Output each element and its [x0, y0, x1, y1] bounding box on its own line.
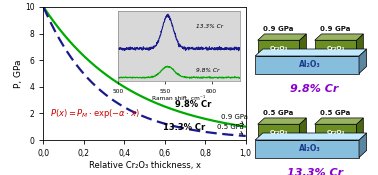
Text: 9.8% Cr: 9.8% Cr [291, 84, 339, 94]
Text: 0.5 GPa: 0.5 GPa [321, 110, 351, 116]
Text: 9.8% Cr: 9.8% Cr [175, 100, 211, 110]
Polygon shape [359, 133, 367, 158]
Polygon shape [314, 118, 363, 124]
Polygon shape [314, 124, 356, 140]
Text: Cr₂O₃: Cr₂O₃ [270, 130, 288, 135]
Polygon shape [356, 34, 363, 56]
Text: Cr₂O₃: Cr₂O₃ [326, 130, 345, 135]
Text: Cr₂O₃: Cr₂O₃ [270, 46, 288, 51]
Y-axis label: P, GPa: P, GPa [14, 59, 23, 88]
Polygon shape [258, 124, 299, 140]
Polygon shape [258, 118, 306, 124]
Text: Al₂O₃: Al₂O₃ [299, 60, 321, 69]
Polygon shape [258, 34, 306, 40]
Text: 0.9 GPa: 0.9 GPa [263, 26, 294, 32]
Text: 0.5 GPa: 0.5 GPa [217, 124, 244, 134]
Text: 0.9 GPa: 0.9 GPa [321, 26, 351, 32]
Polygon shape [258, 40, 299, 56]
Polygon shape [314, 34, 363, 40]
Polygon shape [314, 40, 356, 56]
Text: 0.5 GPa: 0.5 GPa [263, 110, 294, 116]
Text: Al₂O₃: Al₂O₃ [299, 144, 321, 153]
Text: 13.3% Cr: 13.3% Cr [287, 168, 343, 175]
Text: 13.3% Cr: 13.3% Cr [163, 123, 205, 132]
Polygon shape [356, 118, 363, 140]
Polygon shape [255, 56, 359, 74]
Polygon shape [299, 34, 306, 56]
Polygon shape [359, 49, 367, 74]
Text: $P(x)=P_M\cdot\exp(-\alpha\cdot x)$: $P(x)=P_M\cdot\exp(-\alpha\cdot x)$ [50, 107, 139, 120]
Polygon shape [255, 140, 359, 158]
Text: Cr₂O₃: Cr₂O₃ [326, 46, 345, 51]
Text: 0.9 GPa: 0.9 GPa [222, 114, 248, 124]
Polygon shape [255, 49, 367, 56]
Polygon shape [299, 118, 306, 140]
X-axis label: Relative Cr₂O₃ thickness, x: Relative Cr₂O₃ thickness, x [88, 161, 201, 170]
Polygon shape [255, 133, 367, 140]
